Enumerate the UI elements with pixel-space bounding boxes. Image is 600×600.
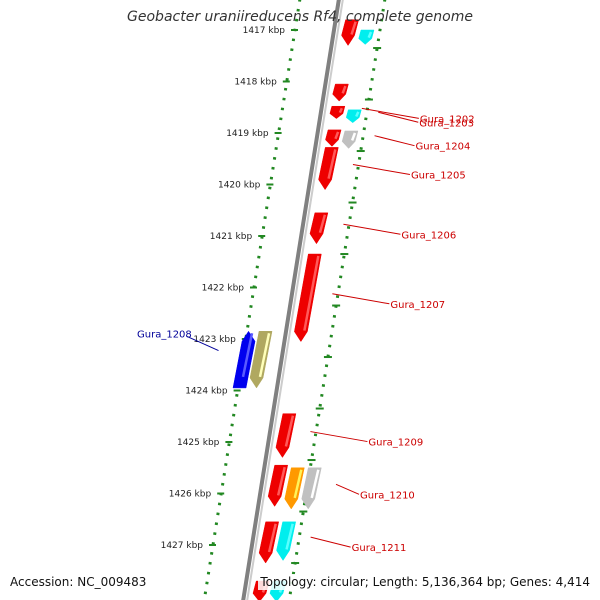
gene-arrow-shade	[318, 214, 327, 234]
gene-arrow-shade	[284, 415, 295, 447]
tick-label: 1418 kbp	[234, 78, 277, 88]
backbone-line	[241, 0, 341, 600]
gene-label[interactable]: Gura_1207	[390, 300, 445, 311]
accession-label: Accession: NC_009483	[8, 574, 149, 590]
tick-label: 1422 kbp	[202, 284, 245, 294]
gene-leader-line	[378, 111, 419, 123]
gene-leader-line	[361, 107, 419, 119]
gene-leader-line	[310, 536, 351, 548]
gene-arrow-shade	[310, 469, 320, 499]
genome-title: Geobacter uraniireducens Rf4, complete g…	[127, 9, 473, 25]
gene-arrow[interactable]	[358, 29, 375, 45]
gene-arrow-shade	[241, 333, 254, 378]
tick-label: 1419 kbp	[226, 129, 269, 139]
tick-label: 1425 kbp	[177, 438, 220, 448]
gene-label[interactable]: Gura_1202	[420, 114, 475, 125]
left-coordinate-guide	[202, 0, 302, 600]
genome-summary: Topology: circular; Length: 5,136,364 bp…	[258, 574, 592, 590]
gene-arrow-shade	[258, 333, 271, 378]
gene-leader-line	[310, 431, 368, 443]
gene-arrow-shade	[350, 132, 357, 141]
tick-label: 1417 kbp	[243, 26, 286, 36]
gene-arrow-shade	[334, 131, 340, 140]
gene-arrow-shade	[350, 21, 357, 35]
gene-arrow-shade	[355, 111, 360, 118]
gene-label[interactable]: Gura_1210	[360, 490, 415, 501]
gene-arrow-shade	[267, 523, 277, 553]
gene-leader-line	[352, 164, 411, 176]
gene-arrow-shade	[338, 107, 344, 114]
gene-arrow-shade	[327, 149, 337, 179]
gene-track	[232, 19, 375, 600]
gene-label[interactable]: Gura_1211	[352, 543, 407, 554]
gene-arrow-shade	[276, 466, 286, 496]
tick-label: 1426 kbp	[169, 490, 212, 500]
gene-leader-line	[343, 223, 401, 235]
gene-label[interactable]: Gura_1203	[419, 118, 474, 129]
gene-label[interactable]: Gura_1209	[368, 438, 423, 449]
gene-arrow[interactable]	[329, 105, 346, 119]
tick-label: 1423 kbp	[193, 335, 236, 345]
gene-leader-line	[186, 335, 219, 352]
gene-leader-line	[332, 293, 390, 305]
genome-backbone	[241, 0, 344, 600]
gene-arrow-shade	[285, 523, 294, 550]
backbone-highlight	[246, 0, 344, 600]
tick-label: 1421 kbp	[210, 232, 253, 242]
tick-label: 1427 kbp	[161, 541, 204, 551]
tick-label: 1420 kbp	[218, 181, 261, 191]
kbp-ruler: 1417 kbp 1418 kbp 1419 kbp 1420 kbp 1421 kbp…	[161, 26, 382, 565]
tick-label: 1424 kbp	[185, 387, 228, 397]
gene-arrow-shade	[367, 31, 373, 39]
gene-label[interactable]: Gura_1205	[411, 171, 466, 182]
gene-label[interactable]: Gura_1204	[416, 142, 471, 153]
gene-arrow-shade	[303, 255, 320, 331]
gene-label[interactable]: Gura_1208	[137, 329, 192, 340]
gene-label[interactable]: Gura_1206	[401, 230, 456, 241]
gene-arrow[interactable]	[345, 109, 362, 124]
gene-arrow-shade	[293, 469, 303, 499]
gene-leader-line	[335, 483, 360, 495]
gene-leader-line	[374, 135, 415, 147]
gene-arrow-shade	[341, 85, 347, 94]
